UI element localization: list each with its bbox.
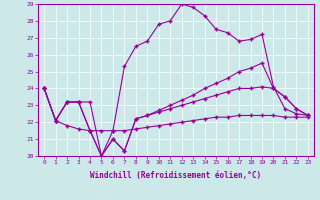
X-axis label: Windchill (Refroidissement éolien,°C): Windchill (Refroidissement éolien,°C) bbox=[91, 171, 261, 180]
